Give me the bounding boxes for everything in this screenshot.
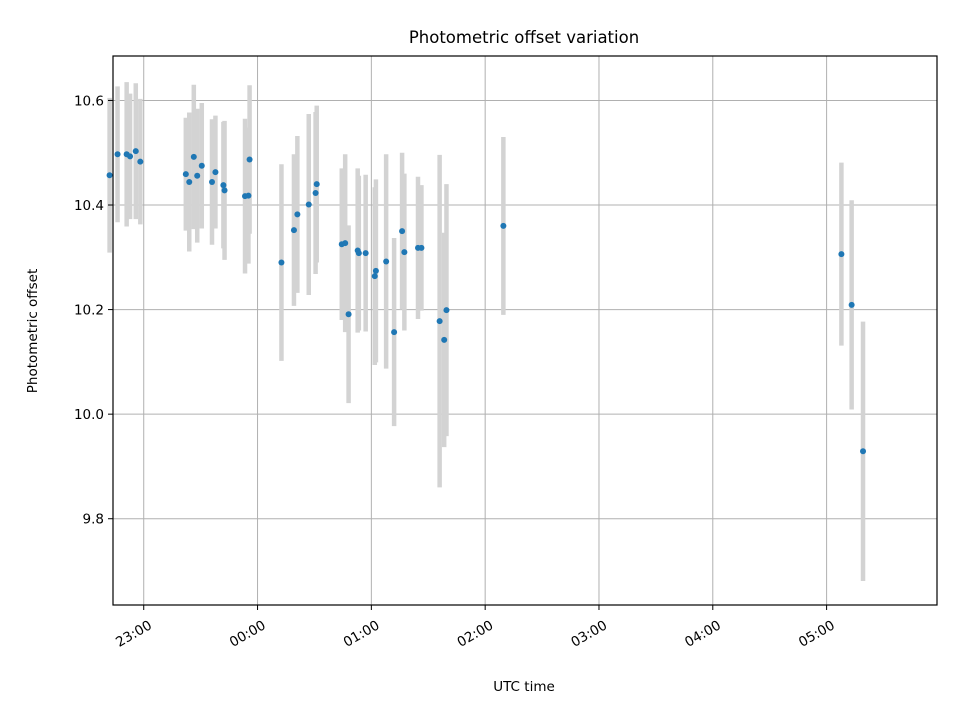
x-axis-label: UTC time bbox=[493, 679, 555, 695]
data-point bbox=[355, 250, 362, 257]
data-point bbox=[246, 156, 253, 163]
x-tick-label: 00:00 bbox=[227, 617, 269, 650]
x-tick-label: 23:00 bbox=[113, 617, 155, 650]
data-point bbox=[313, 181, 320, 188]
x-tick-label: 05:00 bbox=[796, 617, 838, 650]
x-tick-label: 04:00 bbox=[682, 617, 724, 650]
data-point bbox=[372, 267, 379, 274]
data-point bbox=[345, 311, 352, 318]
data-point bbox=[383, 258, 390, 265]
data-point bbox=[401, 249, 408, 256]
data-point bbox=[362, 250, 369, 257]
data-point bbox=[114, 151, 121, 158]
data-point bbox=[278, 259, 285, 266]
y-tick-label: 9.8 bbox=[83, 512, 104, 528]
data-point bbox=[198, 162, 205, 169]
data-points bbox=[106, 148, 867, 455]
x-tick-label: 01:00 bbox=[341, 617, 383, 650]
data-point bbox=[186, 179, 193, 186]
chart-title: Photometric offset variation bbox=[409, 28, 639, 47]
data-point bbox=[127, 153, 134, 160]
data-point bbox=[391, 329, 398, 336]
data-point bbox=[221, 187, 228, 194]
x-axis-ticks: 23:00 00:00 01:00 02:00 03:00 04:00 05:00 bbox=[113, 605, 838, 651]
data-point bbox=[194, 172, 201, 179]
data-point bbox=[848, 301, 855, 308]
y-axis-label: Photometric offset bbox=[25, 269, 41, 393]
data-point bbox=[212, 169, 219, 176]
y-tick-label: 10.6 bbox=[74, 93, 104, 109]
data-point bbox=[220, 182, 227, 189]
data-point bbox=[305, 201, 312, 208]
data-point bbox=[441, 336, 448, 343]
data-point bbox=[838, 251, 845, 258]
y-axis-ticks: 9.8 10.0 10.2 10.4 10.6 bbox=[74, 93, 113, 528]
data-point bbox=[500, 222, 507, 229]
data-point bbox=[290, 227, 297, 234]
data-point bbox=[418, 244, 425, 251]
plot-frame bbox=[112, 55, 938, 606]
data-point bbox=[106, 172, 113, 179]
data-point bbox=[342, 240, 349, 247]
data-point bbox=[245, 192, 252, 199]
data-point bbox=[132, 148, 139, 155]
data-point bbox=[312, 189, 319, 196]
data-point bbox=[443, 307, 450, 314]
data-point bbox=[436, 318, 443, 325]
data-point bbox=[860, 448, 867, 455]
errorbars bbox=[107, 82, 866, 581]
data-point bbox=[209, 179, 216, 186]
data-point bbox=[190, 153, 197, 160]
data-point bbox=[371, 273, 378, 280]
y-tick-label: 10.4 bbox=[74, 198, 104, 214]
x-tick-label: 02:00 bbox=[455, 617, 497, 650]
grid bbox=[113, 56, 937, 605]
data-point bbox=[137, 158, 144, 165]
data-point bbox=[182, 171, 189, 178]
y-tick-label: 10.2 bbox=[74, 303, 104, 319]
data-point bbox=[294, 211, 301, 218]
y-tick-label: 10.0 bbox=[74, 407, 104, 423]
x-tick-label: 03:00 bbox=[568, 617, 610, 650]
data-point bbox=[399, 228, 406, 235]
